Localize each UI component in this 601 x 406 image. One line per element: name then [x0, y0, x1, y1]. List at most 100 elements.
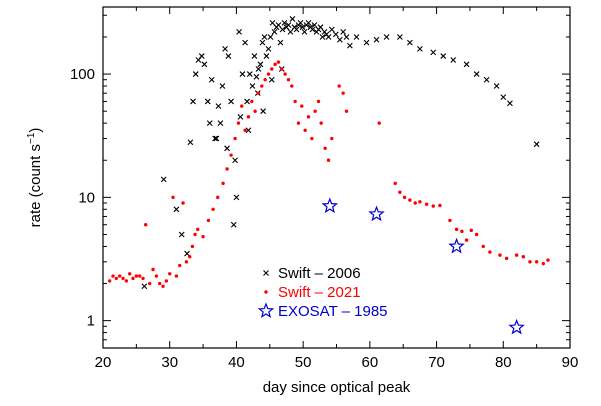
data-point	[271, 28, 278, 35]
data-point	[316, 99, 321, 104]
data-point	[219, 83, 226, 89]
data-point	[546, 258, 550, 262]
data-point	[285, 22, 292, 28]
data-point	[263, 53, 270, 59]
data-point	[396, 34, 403, 40]
legend-label: Swift – 2006	[278, 265, 361, 282]
data-point	[277, 39, 284, 46]
data-point	[275, 22, 282, 28]
data-point	[236, 121, 241, 125]
data-point	[137, 274, 142, 278]
data-point	[263, 78, 267, 82]
data-point	[301, 28, 308, 35]
data-point	[174, 274, 179, 278]
y-axis-label-end: )	[27, 128, 44, 133]
data-point	[268, 76, 275, 83]
data-point	[413, 201, 417, 205]
data-point	[402, 195, 407, 200]
data-point	[270, 67, 274, 71]
data-point	[141, 276, 145, 281]
data-point	[279, 26, 286, 33]
data-point	[332, 31, 339, 38]
data-point	[418, 200, 422, 204]
x-tick-label: 70	[428, 354, 445, 371]
data-point	[164, 279, 169, 283]
data-point	[237, 113, 244, 120]
data-point	[344, 109, 349, 113]
x-tick-label: 50	[295, 354, 312, 371]
data-point	[328, 26, 335, 33]
data-point	[255, 66, 262, 72]
data-point	[280, 67, 284, 71]
data-point	[454, 227, 459, 232]
data-point	[287, 28, 294, 35]
data-point	[483, 76, 490, 83]
data-point	[383, 34, 390, 40]
data-point	[504, 256, 509, 261]
data-point	[326, 158, 331, 162]
data-point	[221, 181, 225, 186]
y-axis-label-main: rate (count s	[27, 144, 44, 227]
data-point	[244, 98, 250, 105]
x-tick-label: 30	[161, 354, 178, 371]
data-point	[528, 260, 532, 264]
data-point	[377, 121, 381, 125]
data-point	[229, 153, 233, 157]
data-point	[215, 103, 222, 109]
data-point	[408, 198, 412, 202]
data-point	[233, 136, 237, 141]
data-point	[188, 255, 192, 259]
data-point	[438, 203, 442, 208]
data-point	[293, 26, 300, 33]
data-point	[212, 135, 218, 142]
data-point	[206, 218, 211, 223]
data-point	[141, 283, 148, 290]
data-point	[192, 71, 199, 77]
data-point	[201, 61, 208, 68]
data-point	[283, 72, 287, 76]
y-axis-label: rate (count s−1)	[26, 128, 44, 228]
data-point	[250, 99, 254, 104]
data-point	[216, 195, 220, 200]
data-point	[341, 91, 345, 95]
data-point	[319, 121, 323, 125]
data-point	[206, 120, 213, 127]
data-point	[232, 157, 238, 164]
data-point	[319, 34, 326, 40]
data-point	[257, 61, 264, 68]
data-point	[311, 22, 318, 28]
data-point	[309, 26, 316, 33]
y-axis-label-superscript: −1	[26, 132, 37, 144]
data-point	[481, 244, 485, 249]
data-point	[265, 46, 272, 52]
data-point	[225, 167, 229, 171]
data-point	[317, 24, 324, 31]
data-point	[111, 274, 115, 278]
data-point	[198, 53, 205, 59]
data-point	[160, 176, 167, 183]
data-point	[514, 253, 519, 257]
data-point	[127, 272, 132, 276]
data-point	[306, 115, 311, 119]
x-tick-label: 80	[495, 354, 512, 371]
legend-marker	[257, 302, 275, 319]
series-1	[141, 16, 540, 290]
data-point	[236, 28, 242, 35]
data-point	[190, 98, 196, 105]
data-point	[117, 274, 122, 278]
data-point	[321, 197, 339, 214]
data-point	[448, 237, 465, 254]
data-point	[493, 83, 500, 89]
data-point	[211, 207, 215, 212]
data-point	[228, 98, 234, 105]
data-point	[187, 139, 194, 146]
x-tick-label: 20	[95, 354, 112, 371]
data-point	[336, 36, 343, 43]
data-point	[440, 53, 447, 59]
data-point	[230, 221, 237, 228]
data-point	[243, 128, 247, 132]
data-point	[463, 61, 470, 68]
data-point	[353, 34, 360, 40]
data-point	[508, 318, 525, 335]
series-3	[321, 197, 525, 335]
